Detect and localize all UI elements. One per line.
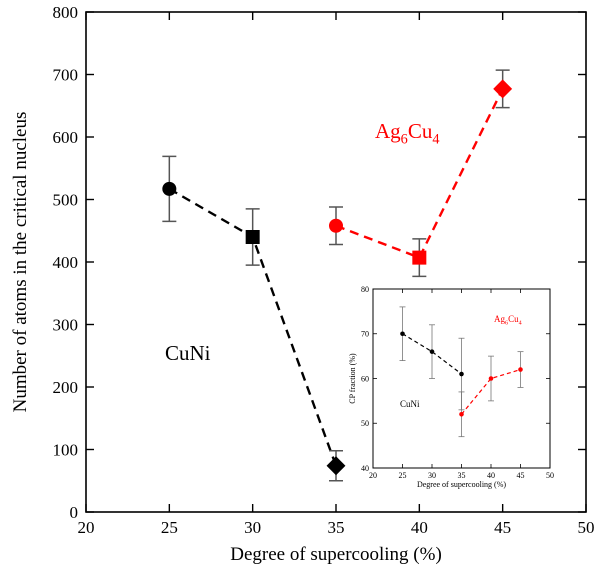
data-point (459, 371, 464, 377)
label-ag6cu4-part: Cu (408, 119, 433, 143)
data-point (162, 181, 177, 196)
x-tick-label: 45 (494, 518, 511, 537)
label-ag6cu4-part: Ag (375, 119, 401, 143)
y-tick-label: 700 (53, 65, 79, 84)
series-line (461, 368, 521, 415)
data-point (488, 376, 494, 381)
x-tick-label: 20 (369, 471, 377, 480)
x-tick-label: 25 (161, 518, 178, 537)
inset-chart: 20 25 30 35 40 45 50 40 50 60 70 80 Degree of superc… (348, 285, 554, 489)
label-ag6cu4-part: Ag (494, 314, 505, 324)
y-tick-label: 40 (361, 464, 369, 473)
y-tick-label: 300 (53, 315, 79, 334)
y-tick-label: 500 (53, 190, 79, 209)
y-axis-label: CP fraction (%) (348, 353, 357, 404)
data-point (518, 367, 523, 372)
y-tick-label: 70 (361, 330, 369, 339)
label-ag6cu4: Ag6Cu4 (375, 119, 439, 147)
x-tick-label: 35 (458, 471, 466, 480)
x-tick-label: 40 (411, 518, 428, 537)
series-0 (399, 306, 465, 411)
x-tick-label: 50 (578, 518, 595, 537)
label-cuni: CuNi (165, 341, 211, 365)
x-tick-label: 20 (78, 518, 95, 537)
x-axis-label: Degree of supercooling (%) (417, 480, 506, 489)
data-point (412, 250, 427, 265)
series-1 (458, 351, 524, 438)
label-ag6cu4-part: 6 (401, 131, 408, 147)
label-ag6cu4: Ag6Cu4 (494, 314, 522, 326)
x-tick-label: 30 (428, 471, 436, 480)
series-line (335, 88, 504, 260)
data-point (459, 412, 464, 417)
main-chart: 20 25 30 35 40 45 500100200300400500600700800D… (10, 3, 595, 565)
x-tick-label: 45 (517, 471, 525, 480)
y-tick-label: 400 (53, 253, 79, 272)
label-cuni: CuNi (400, 399, 420, 409)
label-ag6cu4-part: Cu (508, 314, 519, 324)
series-line (402, 333, 462, 375)
x-tick-label: 40 (487, 471, 495, 480)
y-tick-label: 0 (70, 503, 79, 522)
series-0 (162, 155, 346, 482)
data-point (245, 230, 260, 244)
series-1 (329, 69, 513, 278)
x-tick-label: 30 (244, 518, 261, 537)
y-tick-label: 100 (53, 440, 79, 459)
y-tick-label: 600 (53, 128, 79, 147)
label-ag6cu4-part: 4 (519, 320, 522, 326)
y-axis-label: Number of atoms in the critical nucleus (10, 112, 31, 413)
data-point (493, 79, 513, 99)
x-axis-label: Degree of supercooling (%) (230, 544, 442, 565)
y-tick-label: 800 (53, 3, 79, 22)
x-tick-label: 50 (546, 471, 554, 480)
x-tick-label: 25 (399, 471, 407, 480)
label-ag6cu4-part: 6 (505, 320, 508, 326)
y-tick-label: 50 (361, 419, 369, 428)
data-point (326, 456, 346, 476)
x-tick-label: 35 (328, 518, 345, 537)
y-tick-label: 200 (53, 378, 79, 397)
y-tick-label: 80 (361, 285, 369, 294)
data-point (429, 349, 435, 354)
label-ag6cu4-part: 4 (432, 131, 439, 147)
data-point (400, 331, 405, 337)
y-tick-label: 60 (361, 374, 369, 383)
data-point (329, 218, 343, 233)
